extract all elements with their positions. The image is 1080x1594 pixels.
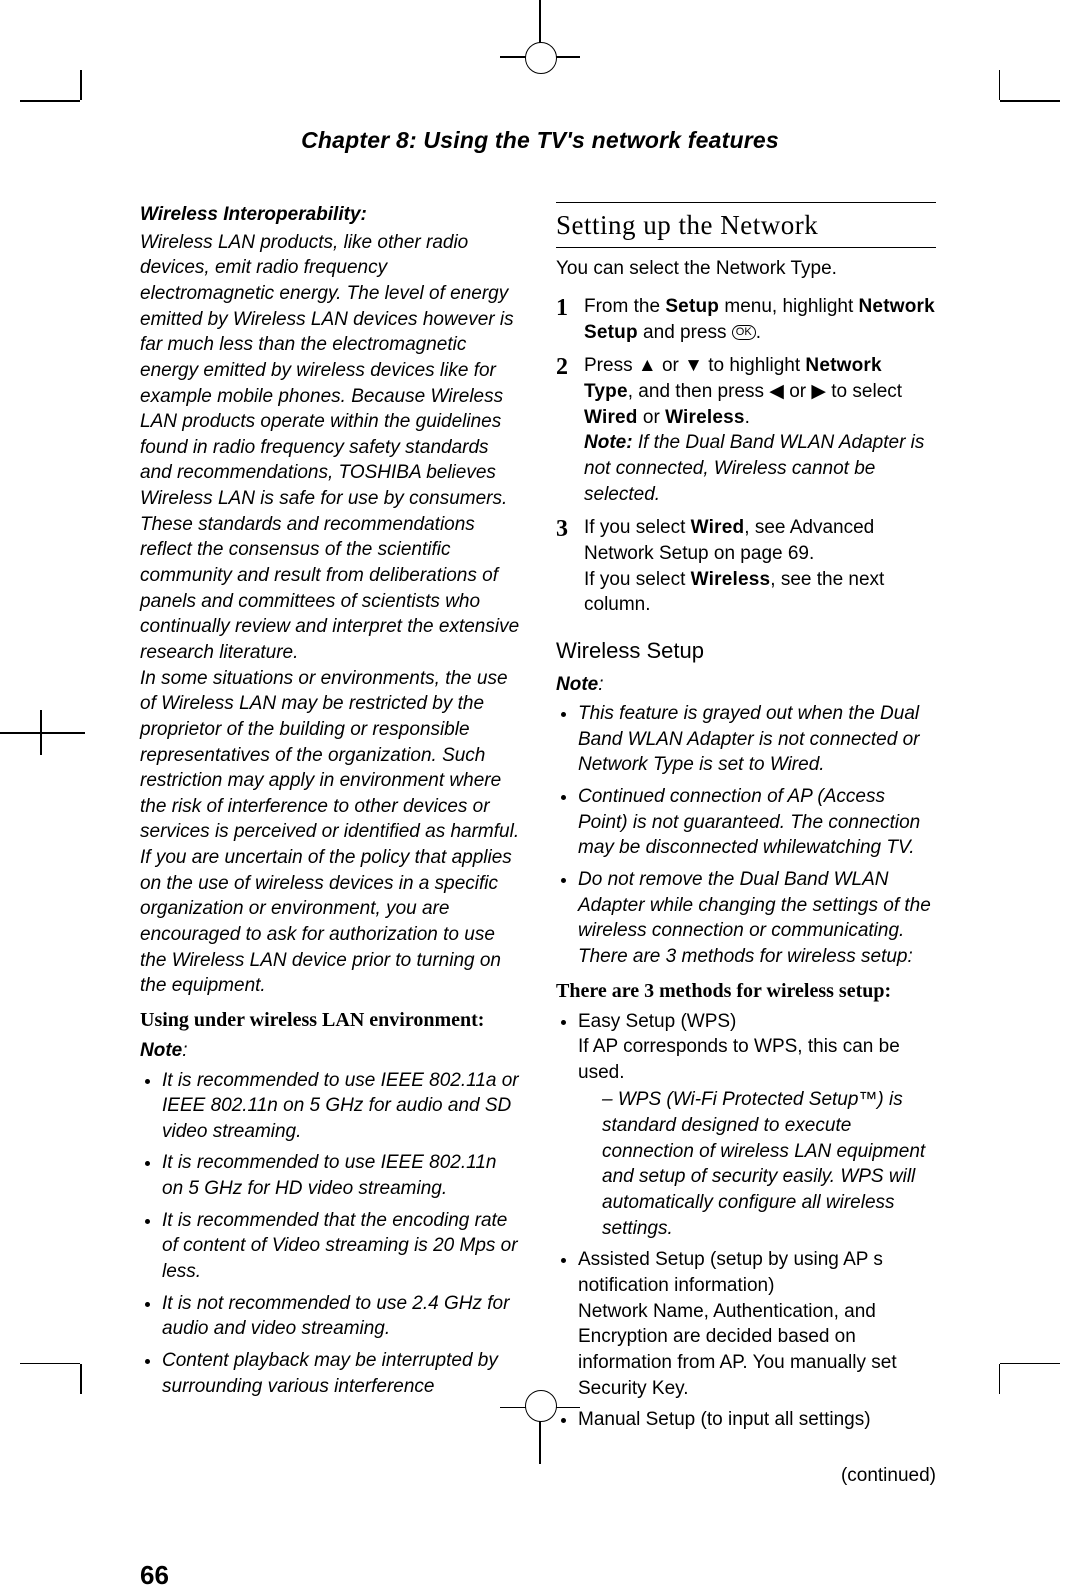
crop-spine-top-circle — [525, 42, 557, 74]
wireless-notes: This feature is grayed out when the Dual… — [556, 701, 936, 969]
setting-heading: Setting up the Network — [556, 202, 936, 248]
t: Easy Setup (WPS) — [578, 1011, 736, 1032]
page-content: Chapter 8: Using the TV's network featur… — [140, 125, 940, 1594]
interop-para: Wireless LAN products, like other radio … — [140, 230, 520, 999]
note-colon: : — [182, 1040, 187, 1061]
methods-list: Easy Setup (WPS) If AP corresponds to WP… — [556, 1009, 936, 1433]
using-heading: Using under wireless LAN environment: — [140, 1007, 520, 1034]
rec-item: Content playback may be interrupted by s… — [162, 1348, 520, 1399]
t: or — [638, 407, 665, 428]
t: to highlight — [703, 355, 805, 376]
right-column: Setting up the Network You can select th… — [556, 202, 936, 1488]
setting-intro: You can select the Network Type. — [556, 256, 936, 282]
step-num: 1 — [556, 292, 568, 324]
t: to select — [826, 381, 902, 402]
wireless-note-item: Do not remove the Dual Band WLAN Adapter… — [578, 867, 936, 970]
wireless-heading: Wireless Setup — [556, 636, 936, 666]
t: and press — [638, 322, 732, 343]
t: Wired — [691, 517, 745, 538]
rec-item: It is recommended to use IEEE 802.11n on… — [162, 1150, 520, 1201]
method-1-sub: WPS (Wi-Fi Protected Setup™) is standard… — [578, 1087, 936, 1241]
t: or — [657, 355, 684, 376]
note-line: Note: — [556, 672, 936, 698]
step-3: 3 If you select Wired, see Advanced Netw… — [556, 515, 936, 618]
note-label: Note — [556, 674, 598, 695]
t: Wired — [584, 407, 638, 428]
note-line: Note: — [140, 1038, 520, 1064]
t: Press — [584, 355, 638, 376]
chapter-title: Chapter 8: Using the TV's network featur… — [140, 125, 940, 156]
step-text: Press ▲ or ▼ to highlight Network Type, … — [584, 355, 902, 427]
t: From the — [584, 296, 665, 317]
rec-list: It is recommended to use IEEE 802.11a or… — [140, 1068, 520, 1400]
method-1: Easy Setup (WPS) If AP corresponds to WP… — [578, 1009, 936, 1242]
t: If you select — [584, 569, 691, 590]
t: Setup — [665, 296, 719, 317]
rec-item: It is not recommended to use 2.4 GHz for… — [162, 1291, 520, 1342]
note-colon: : — [598, 674, 603, 695]
step-text: If you select Wired, see Advanced Networ… — [584, 517, 884, 615]
columns: Wireless Interoperability: Wireless LAN … — [140, 202, 940, 1488]
t: menu, highlight — [719, 296, 858, 317]
t: . — [756, 322, 761, 343]
step-note-label: Note: — [584, 432, 633, 453]
t: or — [784, 381, 811, 402]
arrow-left-icon: ◀ — [769, 381, 784, 402]
step-2: 2 Press ▲ or ▼ to highlight Network Type… — [556, 353, 936, 507]
rec-item: It is recommended that the encoding rate… — [162, 1208, 520, 1285]
rec-item: It is recommended to use IEEE 802.11a or… — [162, 1068, 520, 1145]
t: Wireless — [691, 569, 771, 590]
arrow-down-icon: ▼ — [684, 355, 703, 376]
wireless-note-item: This feature is grayed out when the Dual… — [578, 701, 936, 778]
arrow-up-icon: ▲ — [638, 355, 657, 376]
step-num: 3 — [556, 513, 568, 545]
continued-label: (continued) — [556, 1463, 936, 1489]
method-3: Manual Setup (to input all settings) — [578, 1407, 936, 1433]
ok-icon: OK — [732, 325, 756, 340]
step-1: 1 From the Setup menu, highlight Network… — [556, 294, 936, 345]
step-num: 2 — [556, 351, 568, 383]
t: . — [745, 407, 750, 428]
methods-heading: There are 3 methods for wireless setup: — [556, 978, 936, 1005]
interop-heading: Wireless Interoperability: — [140, 202, 520, 228]
note-label: Note — [140, 1040, 182, 1061]
method-1-sub-item: WPS (Wi-Fi Protected Setup™) is standard… — [602, 1087, 936, 1241]
t: Wireless — [665, 407, 745, 428]
step-note: If the Dual Band WLAN Adapter is not con… — [584, 432, 924, 504]
method-2: Assisted Setup (setup by using AP s noti… — [578, 1247, 936, 1401]
t: If AP corresponds to WPS, this can be us… — [578, 1036, 900, 1083]
t: , and then press — [628, 381, 770, 402]
t: If you select — [584, 517, 691, 538]
wireless-note-item: Continued connection of AP (Access Point… — [578, 784, 936, 861]
steps-list: 1 From the Setup menu, highlight Network… — [556, 294, 936, 618]
left-column: Wireless Interoperability: Wireless LAN … — [140, 202, 520, 1488]
step-text: From the Setup menu, highlight Network S… — [584, 296, 935, 343]
arrow-right-icon: ▶ — [811, 381, 826, 402]
page-number: 66 — [140, 1558, 940, 1593]
